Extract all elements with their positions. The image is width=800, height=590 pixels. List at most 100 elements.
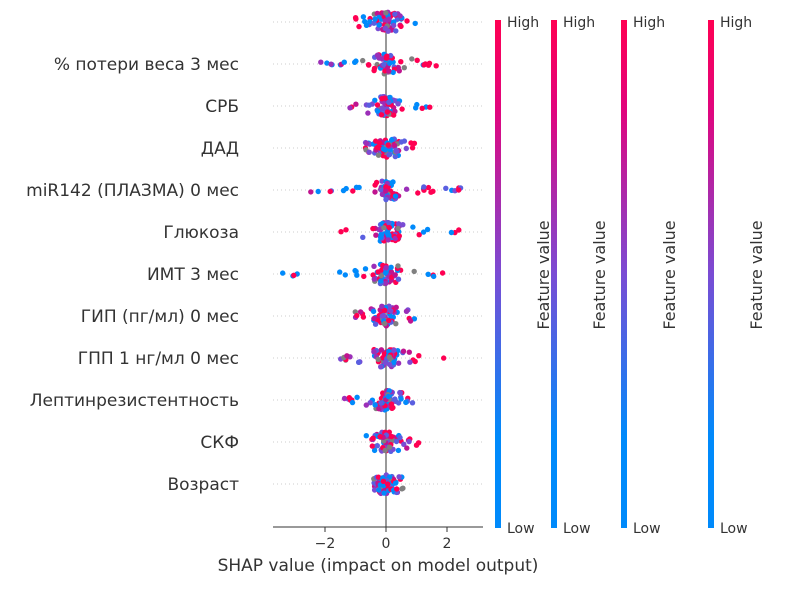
shap-point	[360, 14, 367, 20]
shap-point	[397, 390, 403, 396]
shap-point	[383, 184, 389, 190]
shap-point	[379, 303, 385, 309]
shap-point	[371, 263, 377, 269]
shap-point	[381, 490, 387, 496]
shap-point	[372, 189, 378, 195]
shap-point	[341, 59, 347, 65]
feature-label: Возраст	[167, 475, 239, 495]
shap-point	[392, 153, 398, 160]
shap-point	[354, 272, 360, 278]
colorbar-title: Feature value	[590, 220, 609, 329]
shap-point	[374, 102, 381, 108]
colorbar-high-label: High	[633, 15, 665, 31]
shap-point	[398, 59, 404, 65]
shap-point	[386, 232, 392, 238]
shap-point	[386, 474, 393, 480]
shap-point	[318, 59, 324, 65]
shap-point	[425, 271, 431, 277]
shap-point	[456, 187, 462, 193]
shap-point	[372, 402, 378, 408]
shap-point	[362, 266, 369, 272]
shap-point	[398, 396, 404, 402]
shap-point	[403, 145, 409, 152]
shap-point	[380, 478, 387, 484]
feature-label: Лептинрезистентность	[30, 391, 239, 411]
shap-point	[378, 272, 384, 279]
shap-point	[363, 22, 370, 28]
shap-point	[382, 447, 388, 454]
shap-point	[371, 349, 377, 355]
shap-point	[391, 142, 398, 148]
shap-point	[395, 225, 401, 232]
shap-point	[396, 233, 402, 239]
shap-point	[378, 278, 384, 284]
shap-point	[407, 359, 413, 365]
shap-point	[386, 224, 392, 231]
colorbar-low-label: Low	[633, 521, 661, 537]
shap-point	[374, 10, 380, 17]
shap-point	[384, 53, 390, 59]
feature-label: ГПП 1 нг/мл 0 мес	[78, 349, 239, 369]
x-tick-label: −2	[315, 536, 336, 552]
shap-point	[409, 400, 416, 406]
shap-point	[431, 273, 437, 280]
shap-point	[394, 148, 400, 154]
shap-point	[395, 447, 402, 454]
colorbar-low-label: Low	[507, 521, 535, 537]
shap-point	[363, 402, 369, 408]
feature-label: % потери веса 3 мес	[54, 55, 239, 75]
shap-point	[382, 320, 388, 327]
shap-point	[382, 95, 388, 101]
shap-point	[424, 226, 431, 233]
shap-point	[371, 447, 378, 454]
shap-point	[388, 433, 395, 440]
shap-point	[371, 67, 377, 74]
shap-point	[386, 220, 392, 226]
shap-point	[392, 11, 398, 17]
shap-point	[406, 349, 412, 355]
shap-point	[414, 101, 420, 108]
shap-point	[387, 60, 393, 66]
shap-point	[381, 61, 387, 68]
shap-point	[315, 188, 321, 195]
shap-point	[372, 321, 379, 327]
shap-point	[372, 182, 378, 188]
shap-point	[374, 108, 381, 114]
shap-point	[391, 22, 397, 29]
shap-point	[393, 438, 400, 445]
shap-point	[280, 270, 286, 276]
shap-point	[382, 68, 388, 74]
shap-point	[356, 23, 362, 30]
shap-point	[388, 264, 394, 270]
shap-point	[376, 22, 382, 28]
shap-point	[370, 225, 376, 232]
shap-point	[328, 61, 334, 67]
shap-point	[395, 101, 401, 107]
shap-point	[367, 400, 373, 406]
shap-point	[381, 225, 387, 231]
shap-point	[338, 229, 344, 235]
shap-point	[396, 221, 402, 227]
shap-point	[353, 101, 359, 107]
shap-point	[386, 99, 392, 106]
shap-point	[421, 62, 427, 68]
x-axis: −2 0 2	[273, 526, 483, 552]
shap-point	[404, 445, 410, 451]
shap-point	[308, 189, 314, 195]
feature-label: ИМТ 3 мес	[147, 265, 239, 285]
shap-point	[392, 396, 398, 402]
shap-point	[400, 348, 407, 354]
shap-point	[398, 23, 404, 30]
shap-point	[395, 276, 402, 282]
shap-point	[374, 52, 381, 58]
shap-point	[382, 25, 389, 31]
shap-point	[390, 179, 396, 185]
shap-point	[383, 265, 389, 271]
shap-point	[391, 347, 397, 353]
shap-point	[375, 152, 382, 158]
shap-point	[365, 61, 372, 68]
shap-point	[392, 272, 398, 278]
shap-point	[341, 395, 348, 402]
colorbar: High Low Feature value	[551, 15, 609, 537]
